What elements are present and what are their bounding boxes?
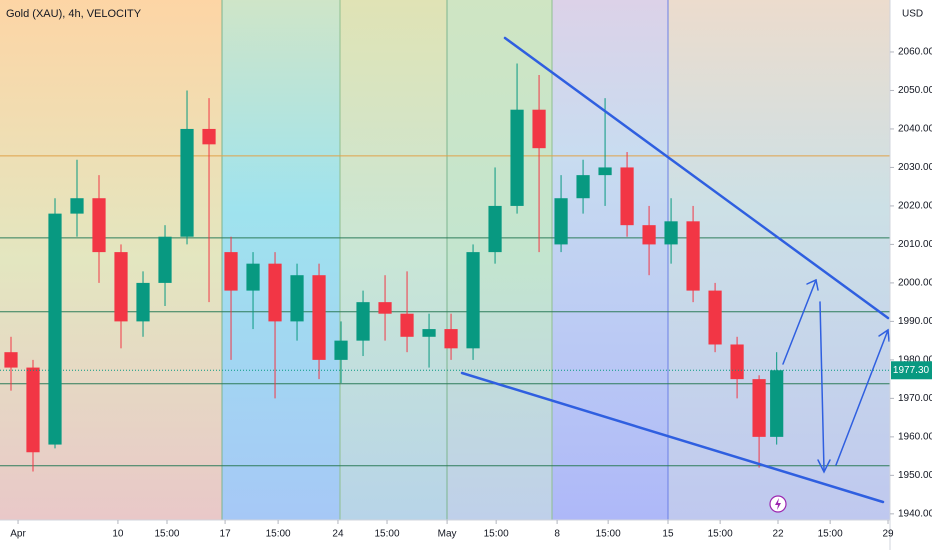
x-tick-label: 15:00: [596, 529, 621, 540]
x-tick-label: 8: [554, 529, 560, 540]
currency-label: USD: [902, 9, 923, 20]
x-tick-label: 22: [772, 529, 784, 540]
y-tick-label: 2010.00: [898, 239, 932, 250]
candle-body: [598, 167, 612, 176]
x-tick-label: 15:00: [154, 529, 179, 540]
candle-body: [136, 282, 150, 322]
candle-body: [620, 167, 634, 226]
x-tick-label: 29: [882, 529, 894, 540]
candle-body: [770, 370, 784, 437]
y-tick-label: 2030.00: [898, 162, 932, 173]
candle-body: [664, 221, 678, 245]
candle-body: [312, 275, 326, 360]
y-tick-label: 1950.00: [898, 470, 932, 481]
x-tick-label: 15:00: [266, 529, 291, 540]
candle-body: [576, 175, 590, 199]
chart-title: Gold (XAU), 4h, VELOCITY: [6, 8, 142, 20]
candle-body: [466, 252, 480, 349]
candle-body: [268, 263, 282, 322]
y-tick-label: 2000.00: [898, 278, 932, 289]
drawings: [460, 36, 890, 504]
candle-body: [422, 329, 436, 337]
candle-body: [444, 329, 458, 349]
x-tick-label: 10: [112, 529, 124, 540]
event-icon[interactable]: [769, 495, 787, 513]
last-price-box: [891, 361, 932, 380]
last-price-label: 1977.30: [893, 365, 930, 376]
y-tick-label: 2040.00: [898, 124, 932, 135]
y-tick-label: 2060.00: [898, 47, 932, 58]
background-zones: [0, 0, 890, 520]
x-tick-label: 15:00: [708, 529, 733, 540]
candle-body: [4, 352, 18, 368]
x-tick-label: 15:00: [484, 529, 509, 540]
y-tick-label: 2050.00: [898, 85, 932, 96]
candle-body: [730, 344, 744, 380]
candle-body: [356, 302, 370, 341]
x-tick-label: 15:00: [375, 529, 400, 540]
candle-body: [686, 221, 700, 291]
candle-body: [290, 275, 304, 322]
x-tick-label: 15:00: [818, 529, 843, 540]
candle-body: [224, 252, 238, 291]
y-tick-label: 1940.00: [898, 508, 932, 519]
candle-body: [488, 205, 502, 253]
candle-body: [752, 379, 766, 437]
candle-body: [180, 128, 194, 237]
time-axis: [0, 520, 890, 550]
candle-body: [70, 198, 84, 214]
candle-body: [26, 367, 40, 453]
y-tick-label: 1990.00: [898, 316, 932, 327]
candle-body: [202, 128, 216, 145]
axes: 1940.00 1950.00 1960.00 1970.00 1980.00 1990.…: [0, 47, 932, 540]
price-axis: [890, 0, 932, 550]
x-tick-label: 15: [662, 529, 674, 540]
x-tick-label: May: [438, 529, 457, 540]
y-tick-label: 1980.00: [898, 355, 932, 366]
x-tick-label: 17: [220, 529, 232, 540]
candle-body: [114, 252, 128, 322]
candle-body: [378, 302, 392, 314]
y-tick-label: 2020.00: [898, 201, 932, 212]
candle-body: [642, 225, 656, 245]
candle-body: [400, 313, 414, 337]
x-tick-label: Apr: [10, 529, 26, 540]
candle-body: [532, 109, 546, 149]
y-tick-label: 1960.00: [898, 432, 932, 443]
x-tick-label: 24: [332, 529, 344, 540]
candle-body: [246, 263, 260, 291]
candle-body: [554, 198, 568, 245]
candle-body: [334, 340, 348, 360]
candle-body: [708, 290, 722, 345]
candles: [4, 63, 784, 472]
y-tick-label: 1970.00: [898, 393, 932, 404]
candle-body: [92, 198, 106, 253]
candle-body: [48, 213, 62, 445]
candle-body: [510, 109, 524, 206]
candle-body: [158, 236, 172, 283]
